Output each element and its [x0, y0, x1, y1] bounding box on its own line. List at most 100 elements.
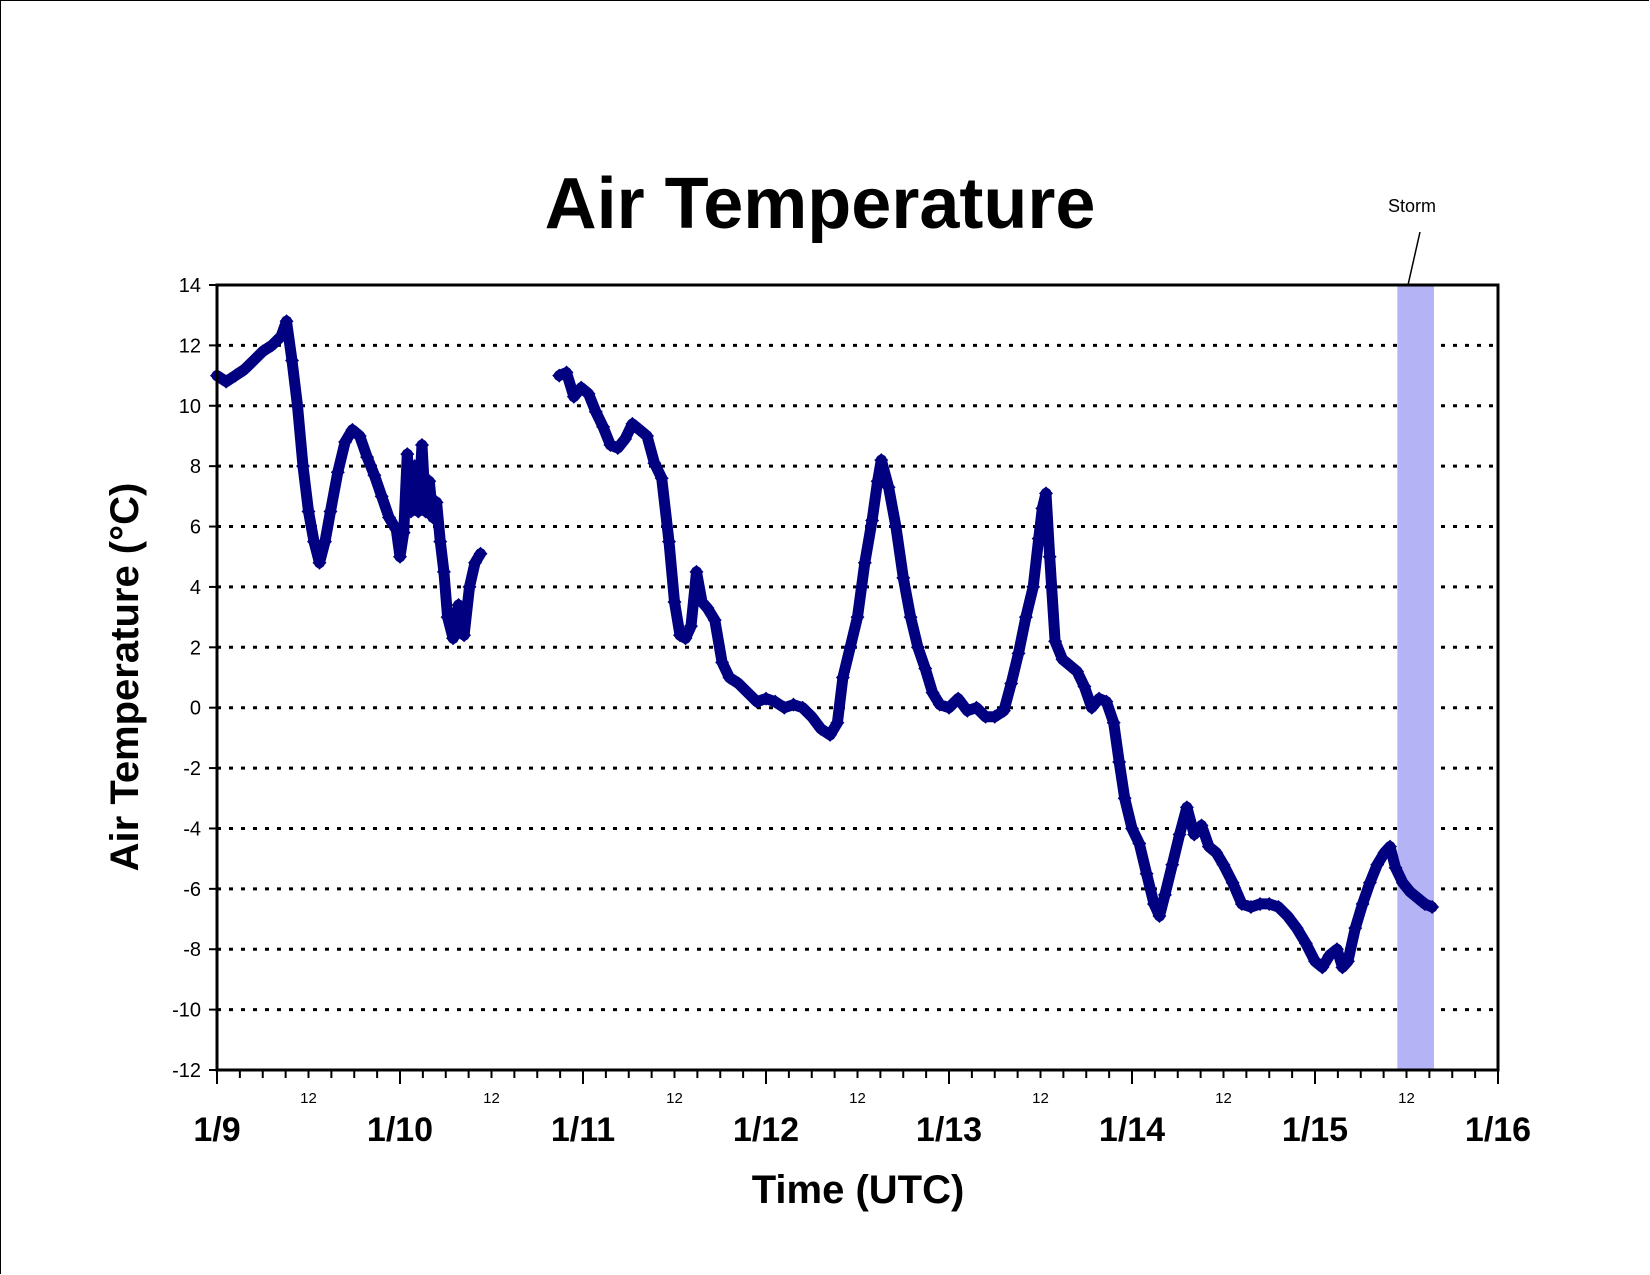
data-point [1048, 634, 1063, 649]
storm-band-layer [1397, 285, 1434, 1070]
y-tick-label: -8 [183, 939, 201, 961]
data-point [274, 329, 289, 344]
y-tick-label: -4 [183, 818, 201, 840]
x-hour-label: 12 [1032, 1090, 1049, 1107]
data-point [1139, 866, 1154, 881]
data-point [596, 419, 611, 434]
data-point [843, 640, 858, 655]
data-point [1289, 921, 1304, 936]
data-point [1031, 531, 1046, 546]
data-point [910, 640, 925, 655]
data-point [559, 365, 574, 380]
data-point [323, 504, 338, 519]
y-tick-label: 4 [190, 577, 201, 599]
data-point [285, 353, 300, 368]
data-point [896, 570, 911, 585]
data-point [425, 510, 440, 525]
data-point [951, 691, 966, 706]
data-point [1132, 836, 1147, 851]
data-point [1152, 909, 1167, 924]
y-tick-label: 6 [190, 517, 201, 539]
y-axis-ticks: 14 12 10 8 6 4 2 0 -2 -4 -6 -8 -10 -12 [172, 275, 217, 1082]
y-tick-label: 10 [179, 396, 201, 418]
data-point [451, 598, 466, 613]
data-point [888, 519, 903, 534]
data-point [290, 398, 305, 413]
data-point [1026, 579, 1041, 594]
data-point [414, 438, 429, 453]
data-point [396, 525, 411, 540]
data-point [1112, 755, 1127, 770]
data-point [996, 703, 1011, 718]
data-point [446, 631, 461, 646]
data-point [462, 579, 477, 594]
data-point [969, 700, 984, 715]
data-point [1329, 942, 1344, 957]
data-point [1388, 860, 1403, 875]
x-date-label: 1/14 [1099, 1111, 1165, 1149]
data-point [352, 428, 367, 443]
y-axis-title: Air Temperature (°C) [103, 483, 147, 872]
data-point [374, 489, 389, 504]
series-layer [210, 314, 1440, 975]
storm-label: Storm [1388, 196, 1436, 216]
data-point [667, 595, 682, 610]
data-point [850, 610, 865, 625]
storm-annotation: Storm [1388, 196, 1436, 286]
data-point [255, 344, 270, 359]
x-hour-label: 12 [1398, 1090, 1415, 1107]
data-point [457, 628, 472, 643]
data-point [1070, 664, 1085, 679]
data-point [731, 676, 746, 691]
data-point [1099, 694, 1114, 709]
data-point [1179, 800, 1194, 815]
y-tick-label: -10 [172, 1000, 201, 1022]
storm-leader-line [1407, 231, 1421, 286]
data-point [1253, 896, 1268, 911]
data-point [407, 459, 422, 474]
data-point [1370, 857, 1385, 872]
data-point [264, 338, 279, 353]
data-point [1106, 715, 1121, 730]
data-point [246, 353, 261, 368]
data-point [768, 694, 783, 709]
y-tick-label: 8 [190, 456, 201, 478]
y-tick-label: 2 [190, 637, 201, 659]
data-point [1117, 791, 1132, 806]
storm-band [1397, 285, 1434, 1070]
data-point [228, 368, 243, 383]
data-point [903, 610, 918, 625]
data-point [804, 709, 819, 724]
data-point [588, 404, 603, 419]
data-point [857, 555, 872, 570]
data-point [678, 631, 693, 646]
data-point [925, 685, 940, 700]
data-point [566, 389, 581, 404]
data-point [1187, 827, 1202, 842]
data-point [1395, 875, 1410, 890]
x-hour-label: 12 [849, 1090, 866, 1107]
y-tick-label: 14 [179, 275, 201, 297]
data-point [813, 721, 828, 736]
y-tick-label: -2 [183, 758, 201, 780]
y-tick-label: 0 [190, 698, 201, 720]
data-point [367, 468, 382, 483]
data-point [1383, 839, 1398, 854]
data-point [870, 474, 885, 489]
data-point [1209, 845, 1224, 860]
data-point [830, 715, 845, 730]
data-point [1125, 821, 1139, 836]
data-point [654, 471, 669, 486]
data-point [1425, 899, 1440, 914]
x-axis-title: Time (UTC) [752, 1168, 965, 1212]
x-date-label: 1/13 [916, 1111, 982, 1149]
data-point [689, 564, 704, 579]
data-point [1146, 896, 1161, 911]
data-point [473, 546, 488, 561]
x-date-label: 1/10 [367, 1111, 433, 1149]
data-point [1348, 921, 1363, 936]
data-point [740, 685, 755, 700]
x-date-label: 1/12 [733, 1111, 799, 1149]
